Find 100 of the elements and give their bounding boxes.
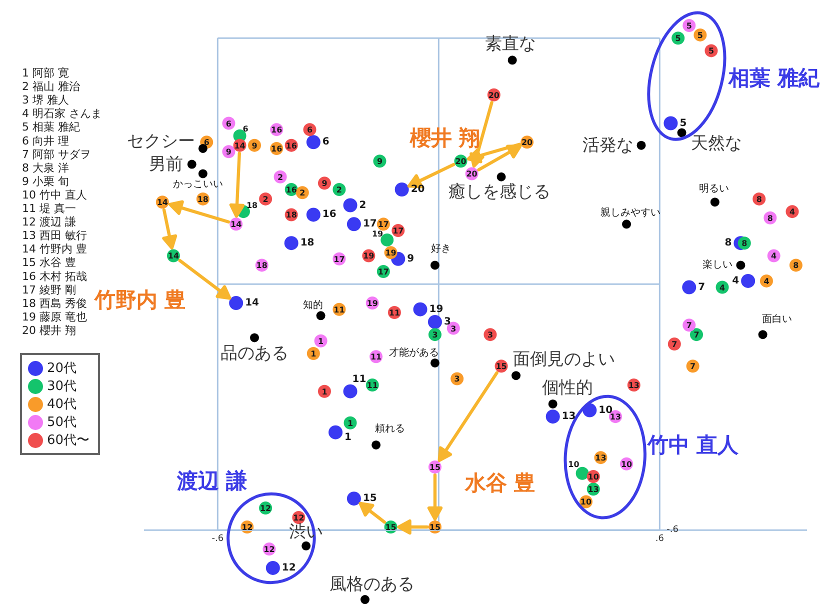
annotation: 12 xyxy=(293,514,304,523)
annotation: 相葉 雅紀 xyxy=(727,66,821,90)
text: 11 堤 真一 xyxy=(22,202,76,215)
annotation: 5 xyxy=(686,21,692,30)
annotation: 7 xyxy=(694,330,700,340)
annotation: 17 xyxy=(362,218,377,230)
annotation: 11 xyxy=(366,381,378,390)
text: 15 水谷 豊 xyxy=(22,256,76,270)
point xyxy=(636,140,646,150)
point xyxy=(306,135,320,150)
annotation: 明るい xyxy=(698,184,729,195)
text: 8 大泉 洋 xyxy=(22,161,69,174)
text: 6 向井 理 xyxy=(22,134,69,148)
text: 4 明石家 さんま xyxy=(22,107,102,120)
point xyxy=(682,280,696,294)
annotation: 12 xyxy=(264,545,275,554)
annotation: 6 xyxy=(226,119,232,128)
annotation: 18 xyxy=(286,210,298,220)
point xyxy=(622,220,632,229)
annotation: 面白い xyxy=(762,313,792,326)
annotation: 17 xyxy=(378,220,389,230)
point xyxy=(346,217,361,232)
annotation: 12 xyxy=(260,504,272,514)
point xyxy=(741,274,756,288)
point xyxy=(736,260,746,270)
annotation: 天然な xyxy=(690,134,742,154)
annotation: 8 xyxy=(767,214,774,223)
annotation: 4 xyxy=(789,208,796,217)
annotation: 2 xyxy=(262,194,268,204)
annotation: 8 xyxy=(793,261,800,270)
point xyxy=(343,384,358,398)
annotation: 20 xyxy=(455,157,467,166)
text: 17 綾野 剛 xyxy=(22,283,76,296)
point xyxy=(428,314,442,329)
point xyxy=(677,128,686,138)
annotation: 親しみやすい xyxy=(600,206,661,219)
text: 20 櫻井 翔 xyxy=(22,324,76,337)
point xyxy=(302,541,311,550)
point xyxy=(316,311,326,320)
text: 16 木村 拓哉 xyxy=(22,270,87,283)
annotation: 1 xyxy=(347,418,354,428)
annotation: 3 xyxy=(450,324,456,334)
annotation: 水谷 豊 xyxy=(464,471,536,495)
annotation: 20 xyxy=(466,170,478,179)
annotation: 3 xyxy=(454,374,460,384)
annotation: 10 xyxy=(580,498,592,507)
annotation: 9 xyxy=(322,179,328,188)
annotation: 3 xyxy=(487,330,494,340)
annotation: 18 xyxy=(256,261,268,270)
annotation: 14 xyxy=(156,198,168,208)
annotation: 4 xyxy=(764,276,770,286)
annotation: 5 xyxy=(675,34,682,44)
annotation: 15 xyxy=(496,362,508,372)
annotation: 1 xyxy=(322,387,328,396)
text: 5 相葉 雅紀 xyxy=(22,120,80,134)
annotation: 1 xyxy=(344,432,352,443)
annotation: 10 xyxy=(568,460,580,469)
annotation: 20 xyxy=(521,138,534,148)
point xyxy=(430,358,440,368)
point xyxy=(380,233,394,246)
point xyxy=(512,371,521,380)
point xyxy=(664,116,678,130)
annotation: 癒しを感じる xyxy=(448,182,550,202)
annotation: かっこいい xyxy=(172,179,223,190)
annotation: 6 xyxy=(204,138,210,148)
annotation: 3 xyxy=(432,330,438,340)
point xyxy=(496,172,506,182)
point xyxy=(394,182,409,196)
annotation: 12 xyxy=(282,562,296,574)
point xyxy=(198,169,208,178)
legend-label: 60代〜 xyxy=(47,432,90,449)
annotation: 19 xyxy=(366,299,378,308)
annotation: 男前 xyxy=(148,154,183,174)
annotation: 10 xyxy=(620,460,633,469)
point xyxy=(508,56,517,65)
annotation: 9 xyxy=(252,141,258,150)
annotation: 2 xyxy=(359,200,366,211)
point xyxy=(306,208,320,222)
annotation: 品のある xyxy=(220,344,288,364)
point xyxy=(413,302,428,316)
annotation: -.6 xyxy=(666,525,679,536)
annotation: 5 xyxy=(697,30,704,40)
legend-label: 50代 xyxy=(47,414,77,431)
annotation: 19 xyxy=(385,248,397,258)
annotation: 17 xyxy=(378,267,389,276)
annotation: 17 xyxy=(334,254,345,264)
annotation: 13 xyxy=(628,381,640,390)
annotation: 13 xyxy=(595,454,606,463)
text: 10 竹中 直人 xyxy=(22,188,87,202)
annotation: 面倒見のよい xyxy=(513,350,616,370)
annotation: 8 xyxy=(742,239,748,248)
annotation: 6 xyxy=(322,136,330,148)
annotation: 2 xyxy=(336,185,342,194)
annotation: 2 xyxy=(277,172,284,182)
annotation: 17 xyxy=(392,226,404,236)
text: 14 竹野内 豊 xyxy=(22,242,87,256)
text: 1 阿部 寛 xyxy=(22,66,69,80)
annotation: 19 xyxy=(363,252,375,261)
annotation: 知的 xyxy=(302,299,323,312)
annotation: 素直な xyxy=(484,34,536,54)
